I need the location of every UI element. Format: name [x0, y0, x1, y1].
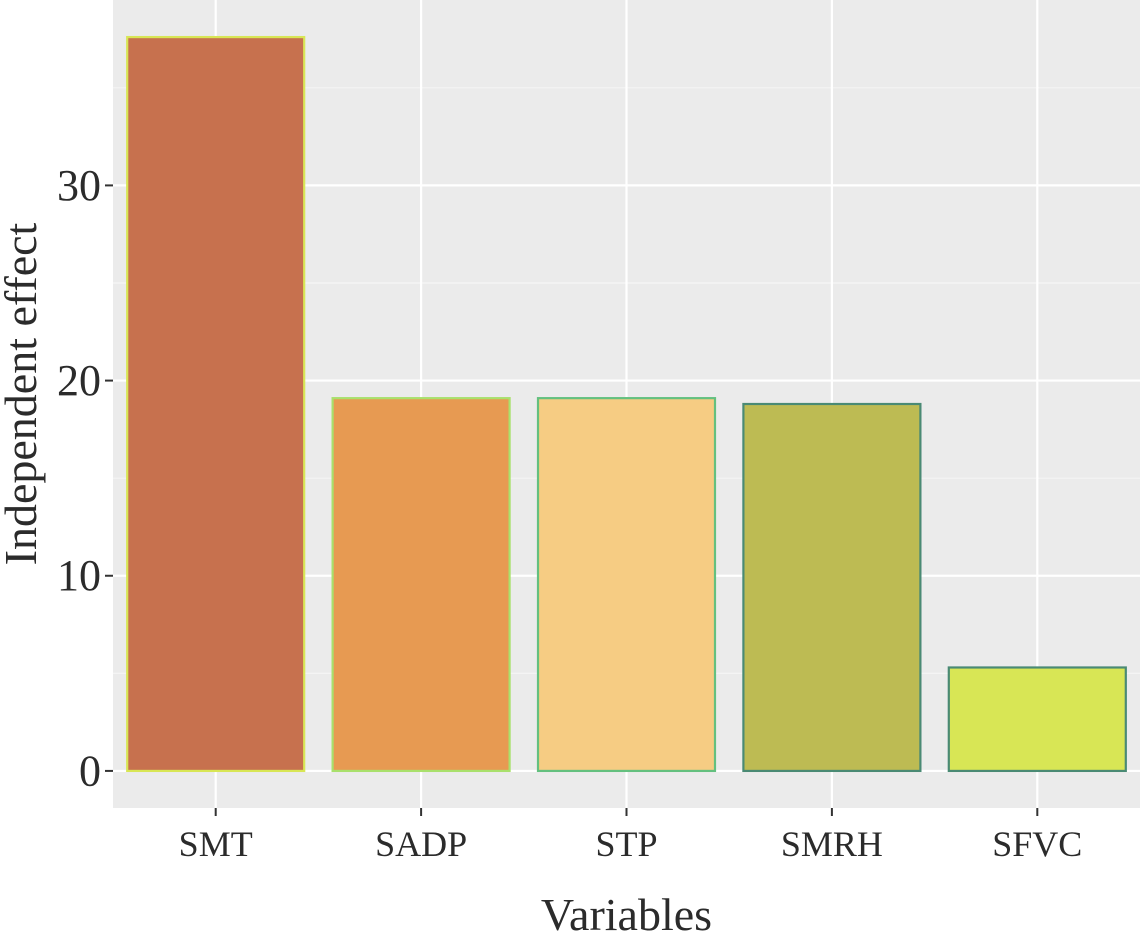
x-tick-label-stp: STP: [595, 824, 657, 864]
y-axis: 0 10 20 30: [57, 161, 113, 795]
bar-smrh: [742, 402, 922, 773]
x-tick-label-sadp: SADP: [375, 824, 467, 864]
bar-smt: [126, 35, 306, 773]
x-tick-label-smrh: SMRH: [781, 824, 883, 864]
y-tick-label: 10: [57, 551, 101, 600]
x-axis-title: Variables: [541, 889, 712, 937]
bar-stp: [536, 397, 717, 773]
x-tick-label-smt: SMT: [179, 824, 253, 864]
x-axis: SMT SADP STP SMRH SFVC: [179, 808, 1082, 864]
bar-sfvc: [947, 666, 1127, 773]
bar-sadp: [331, 397, 511, 773]
y-axis-title: Independent effect: [0, 222, 46, 565]
y-tick-label: 30: [57, 161, 101, 210]
y-tick-label: 0: [79, 746, 101, 795]
bars: [126, 35, 1127, 773]
y-tick-label: 20: [57, 356, 101, 405]
x-tick-label-sfvc: SFVC: [992, 824, 1082, 864]
